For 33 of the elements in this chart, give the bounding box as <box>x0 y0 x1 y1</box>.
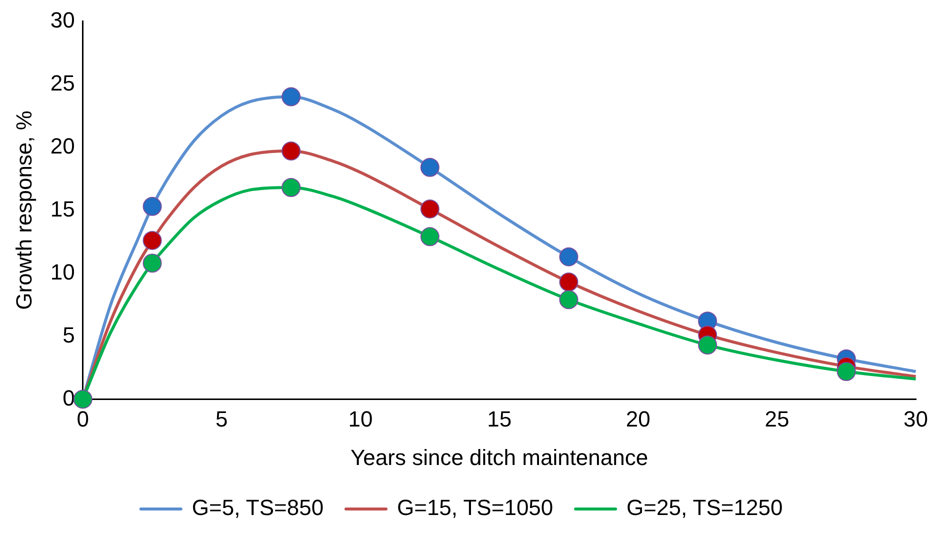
y-tick-label: 30 <box>50 7 75 32</box>
y-tick-label: 15 <box>50 196 75 222</box>
legend-label: G=15, TS=1050 <box>396 495 554 520</box>
point <box>142 230 162 250</box>
point <box>559 290 578 310</box>
x-tick-label: 15 <box>487 406 512 432</box>
point <box>282 178 301 198</box>
point <box>420 158 440 177</box>
point <box>420 199 440 218</box>
point <box>420 227 440 246</box>
point <box>282 87 301 106</box>
point <box>559 247 578 266</box>
legend-label: G=5, TS=850 <box>192 495 324 520</box>
point <box>836 362 856 381</box>
x-tick-label: 20 <box>626 406 650 432</box>
x-tick-label: 5 <box>216 406 228 432</box>
x-axis-title: Years since ditch maintenance <box>350 444 648 470</box>
y-tick-label: 0 <box>62 385 75 410</box>
y-tick-label: 5 <box>62 322 75 348</box>
y-tick-label: 10 <box>50 259 75 284</box>
y-tick-label: 20 <box>50 133 75 158</box>
y-tick-label: 25 <box>50 70 75 96</box>
point <box>142 254 162 273</box>
point <box>142 196 162 216</box>
y-axis-title: Growth response, % <box>11 110 36 310</box>
point <box>698 336 718 355</box>
x-tick-label: 25 <box>764 406 790 432</box>
point <box>282 141 301 160</box>
legend-label: G=25, TS=1250 <box>626 495 783 520</box>
point <box>73 390 92 409</box>
x-tick-label: 10 <box>348 406 373 432</box>
x-tick-label: 30 <box>904 406 928 432</box>
point <box>559 272 578 292</box>
